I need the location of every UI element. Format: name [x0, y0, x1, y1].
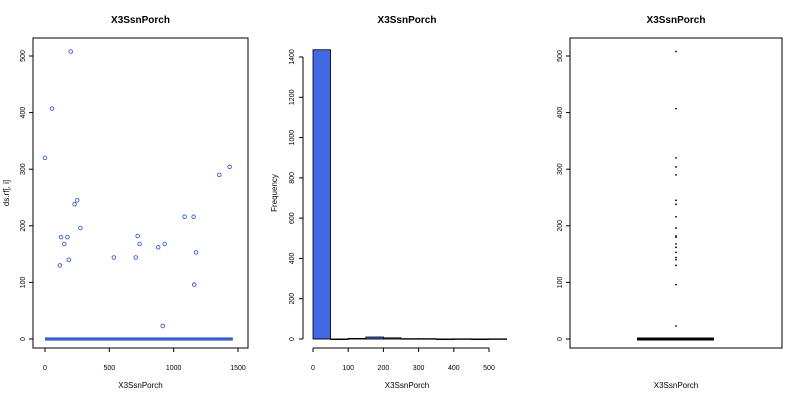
plot2-ytick-label: 0 [289, 337, 296, 341]
plot1-xtick-label: 1000 [166, 365, 182, 372]
plot1-point [182, 214, 187, 219]
plot1-point [227, 164, 232, 170]
plot2-xtick-label: 200 [378, 365, 390, 372]
plot1-ytick-label: 400 [20, 107, 27, 119]
plot1-point [155, 245, 161, 250]
plot1-point [62, 241, 67, 247]
plot2-ytick-label: 600 [289, 212, 296, 224]
plot2-xtick-label: 0 [311, 365, 315, 372]
plot1-frame [32, 37, 249, 349]
plot3-outlier [675, 243, 677, 245]
plot3-outlier [675, 50, 677, 53]
plot3-ytick-label: 100 [557, 276, 564, 288]
plot1-ytick-label: 300 [20, 163, 27, 175]
plot1-point [42, 155, 48, 161]
plot1-point [49, 106, 55, 111]
plot1-point [111, 255, 117, 260]
plot1-point [65, 234, 70, 240]
plot2-ytick-label: 1000 [289, 130, 296, 146]
plot1-point [68, 49, 73, 54]
plot3-outlier [675, 235, 677, 237]
plot1-point [217, 172, 222, 178]
plot1-point [58, 234, 64, 240]
plot3-outlier [675, 107, 677, 110]
plot3-outlier [675, 227, 677, 229]
plot1-point [72, 202, 77, 207]
plot1-xlabel: X3SsnPorch [118, 381, 162, 390]
plot2-xlabel: X3SsnPorch [385, 381, 429, 390]
plot1-point [66, 257, 72, 263]
plot1-ytick-label: 0 [20, 337, 27, 341]
plot1-point [192, 282, 197, 287]
plot1-ylabel: ds.rf[, i] [2, 180, 11, 206]
plot3-outlier [675, 203, 677, 206]
plot2-ytick-label: 800 [289, 172, 296, 184]
plot3-ytick-label: 500 [557, 50, 564, 62]
plot1-point [74, 198, 80, 203]
plot1-title: X3SsnPorch [111, 15, 170, 26]
plot3-frame [569, 37, 783, 349]
plot1-xtick-label: 1500 [230, 365, 246, 372]
plot3-outlier [675, 199, 677, 202]
plot1-point [133, 255, 138, 260]
plot3-outlier [675, 258, 677, 261]
plot3-outlier [675, 166, 677, 168]
plot1-ytick-label: 200 [20, 220, 27, 232]
plot2-ylabel: Frequency [270, 174, 279, 212]
plot2-title: X3SsnPorch [378, 15, 437, 26]
plot2-xtick-label: 400 [448, 365, 460, 372]
plot3-outlier [675, 156, 677, 159]
plot3-outlier [675, 173, 677, 176]
plot3-outlier [675, 246, 677, 249]
plot3-xlabel: X3SsnPorch [654, 381, 698, 390]
plot3-outlier [675, 256, 677, 259]
plot3-title: X3SsnPorch [647, 15, 706, 26]
plot1-xtick-label: 0 [43, 365, 47, 372]
plot2-ytick-label: 1400 [289, 49, 296, 65]
plot1-xtick-label: 500 [103, 365, 115, 372]
plot3-ytick-label: 400 [557, 107, 564, 119]
plot2-bar [312, 49, 332, 340]
plot3-outlier [675, 251, 677, 254]
plot2-xtick-label: 300 [413, 365, 425, 372]
plot3-ytick-label: 200 [557, 220, 564, 232]
plot2-ytick-label: 1200 [289, 89, 296, 105]
plot1-point [193, 250, 199, 255]
plot3-outlier [675, 325, 677, 327]
plot2-ytick-label: 200 [289, 293, 296, 305]
plot1-point [57, 263, 63, 268]
plot1-ytick-label: 100 [20, 276, 27, 288]
plot2-xtick-label: 500 [483, 365, 495, 372]
plot1-ytick-label: 500 [20, 50, 27, 62]
plot2-ytick-label: 400 [289, 252, 296, 264]
plot1-point [162, 241, 167, 247]
plot1-point [135, 233, 140, 239]
plot2-xtick-label: 100 [342, 365, 354, 372]
plot3-outlier [675, 264, 677, 267]
plot1-point [191, 214, 196, 219]
plot3-ytick-label: 300 [557, 163, 564, 175]
plot1-point [78, 225, 83, 231]
plot3-outlier [675, 215, 677, 218]
plot1-point [160, 323, 165, 329]
plot3-outlier [675, 283, 677, 286]
plot1-point [137, 241, 142, 247]
plot3-ytick-label: 0 [557, 337, 564, 341]
